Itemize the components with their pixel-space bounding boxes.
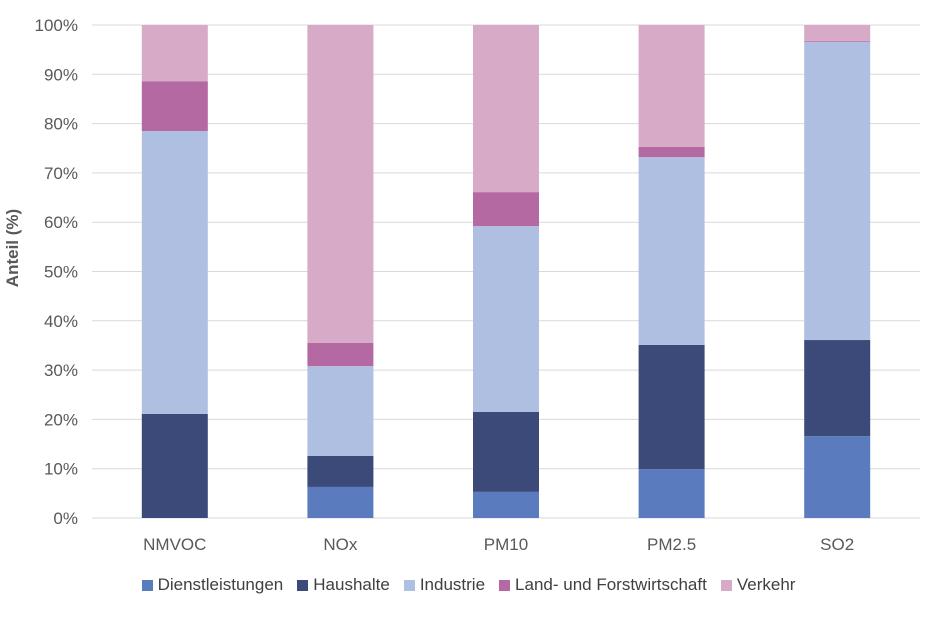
bar-segment — [804, 25, 871, 41]
legend-swatch — [720, 579, 732, 591]
x-tick-label: SO2 — [820, 535, 854, 554]
legend-swatch — [141, 579, 153, 591]
x-tick-label: PM10 — [484, 535, 528, 554]
bar-segment — [307, 366, 374, 456]
x-tick-label: PM2.5 — [647, 535, 696, 554]
y-tick-label: 90% — [44, 65, 78, 84]
x-tick-label: NOx — [323, 535, 358, 554]
y-tick-label: 100% — [35, 16, 78, 35]
legend-item: Dienstleistungen — [141, 575, 284, 595]
bar-segment — [804, 41, 871, 341]
y-tick-label: 0% — [53, 509, 78, 528]
bar-segment — [473, 25, 539, 193]
bar-segment — [141, 413, 208, 518]
y-tick-label: 40% — [44, 312, 78, 331]
bar-segment — [638, 469, 705, 518]
bar-segment — [307, 455, 374, 487]
legend-item: Industrie — [403, 575, 486, 595]
legend-item: Verkehr — [720, 575, 796, 595]
bar-segment — [638, 146, 705, 158]
legend-item: Land- und Forstwirtschaft — [499, 575, 707, 595]
bar-segment — [473, 491, 539, 518]
y-axis-label: Anteil (%) — [3, 209, 22, 287]
bar-segment — [307, 486, 374, 518]
legend-swatch — [499, 579, 511, 591]
y-tick-label: 50% — [44, 263, 78, 282]
y-tick-label: 20% — [44, 410, 78, 429]
bar-segment — [804, 340, 871, 437]
legend-label: Verkehr — [736, 575, 796, 594]
bar-segment — [141, 25, 208, 82]
bar-segment — [473, 226, 539, 413]
bar-segment — [638, 157, 705, 345]
x-tick-label: NMVOC — [143, 535, 206, 554]
bar-segment — [804, 436, 871, 518]
bar-segment — [473, 412, 539, 492]
legend-item: Haushalte — [297, 575, 390, 595]
y-tick-label: 70% — [44, 164, 78, 183]
legend-label: Haushalte — [313, 575, 390, 594]
legend: Dienstleistungen Haushalte Industrie Land- … — [0, 575, 937, 595]
legend-label: Dienstleistungen — [157, 575, 284, 594]
bar-segment — [638, 344, 705, 470]
legend-label: Industrie — [419, 575, 486, 594]
y-tick-label: 30% — [44, 361, 78, 380]
bar-segment — [804, 40, 871, 42]
bar-segment — [141, 130, 208, 414]
y-tick-label: 80% — [44, 115, 78, 134]
bar-segment — [307, 25, 374, 343]
bar-segment — [473, 192, 539, 227]
legend-swatch — [403, 579, 415, 591]
y-tick-label: 10% — [44, 460, 78, 479]
y-tick-label: 60% — [44, 213, 78, 232]
bar-segment — [307, 342, 374, 367]
legend-label: Land- und Forstwirtschaft — [515, 575, 707, 594]
bar-segment — [638, 25, 705, 147]
legend-swatch — [297, 579, 309, 591]
bar-segment — [141, 81, 208, 131]
